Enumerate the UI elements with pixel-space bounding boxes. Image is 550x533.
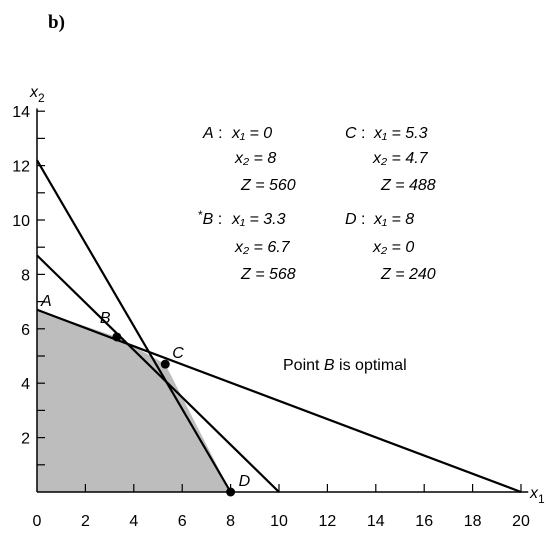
y-tick-label: 4: [21, 376, 30, 393]
y-tick-label: 8: [21, 267, 30, 284]
solution-b-x1: x₁ = 3.3: [231, 211, 286, 228]
solution-d-label: D :: [345, 211, 365, 228]
solution-b-x2: x₂ = 6.7: [234, 239, 291, 256]
solution-d-point: D: [345, 211, 357, 228]
solution-b-label: *B :: [198, 208, 222, 228]
point-c-marker: [160, 359, 170, 369]
y-axis-title: x2: [29, 84, 45, 105]
solution-c-label: C :: [345, 125, 365, 142]
y-tick-label: 6: [21, 322, 30, 339]
solution-a-x2: x₂ = 8: [234, 150, 276, 167]
point-b-marker: [112, 332, 122, 342]
solution-b-z: Z = 568: [240, 266, 296, 283]
x-tick-label: 4: [129, 513, 138, 530]
y-tick-label: 10: [12, 213, 30, 230]
x-tick-label: 16: [415, 513, 433, 530]
point-a-label: A: [40, 293, 52, 310]
y-tick-label: 2: [21, 431, 30, 448]
constraint-line-3: [36, 159, 232, 493]
x-tick-label: 10: [270, 513, 288, 530]
solution-c-x1: x₁ = 5.3: [373, 125, 428, 142]
optimal-note: Point B is optimal: [283, 357, 407, 374]
point-d-marker: [226, 487, 236, 497]
solution-a-x1: x₁ = 0: [231, 125, 272, 142]
solution-c: C : x₁ = 5.3 x₂ = 4.7 Z = 488: [345, 125, 436, 194]
y-tick-label: 14: [12, 104, 30, 121]
solution-c-x2: x₂ = 4.7: [372, 150, 429, 167]
x-axis-title: x1: [529, 485, 545, 506]
solution-a: A : x₁ = 0 x₂ = 8 Z = 560: [202, 125, 296, 194]
solution-a-label: A :: [202, 125, 223, 142]
x-tick-label: 12: [319, 513, 337, 530]
point-c-label: C: [172, 345, 184, 362]
x-tick-label: 20: [512, 513, 530, 530]
point-b-label: B: [100, 310, 111, 327]
x-tick-label: 8: [226, 513, 235, 530]
point-d-label: D: [239, 473, 251, 490]
x-tick-label: 18: [464, 513, 482, 530]
solution-d-x1: x₁ = 8: [373, 211, 414, 228]
solution-d-z: Z = 240: [380, 266, 436, 283]
solution-c-point: C: [345, 125, 357, 142]
solution-d-x2: x₂ = 0: [372, 239, 414, 256]
panel-label: b): [48, 12, 65, 33]
solution-b-point: B: [203, 211, 214, 228]
optimal-marker: *: [198, 208, 203, 222]
x-tick-label: 6: [178, 513, 187, 530]
solution-d: D : x₁ = 8 x₂ = 0 Z = 240: [345, 211, 436, 283]
solution-a-point: A: [202, 125, 214, 142]
x-tick-label: 0: [33, 513, 42, 530]
x-tick-label: 2: [81, 513, 90, 530]
constraint-line-2: [36, 254, 280, 493]
solution-a-z: Z = 560: [240, 177, 296, 194]
solution-c-z: Z = 488: [380, 177, 436, 194]
y-tick-label: 12: [12, 159, 30, 176]
feasible-region: [37, 309, 231, 492]
x-tick-label: 14: [367, 513, 385, 530]
solution-b: *B : x₁ = 3.3 x₂ = 6.7 Z = 568: [198, 208, 296, 283]
